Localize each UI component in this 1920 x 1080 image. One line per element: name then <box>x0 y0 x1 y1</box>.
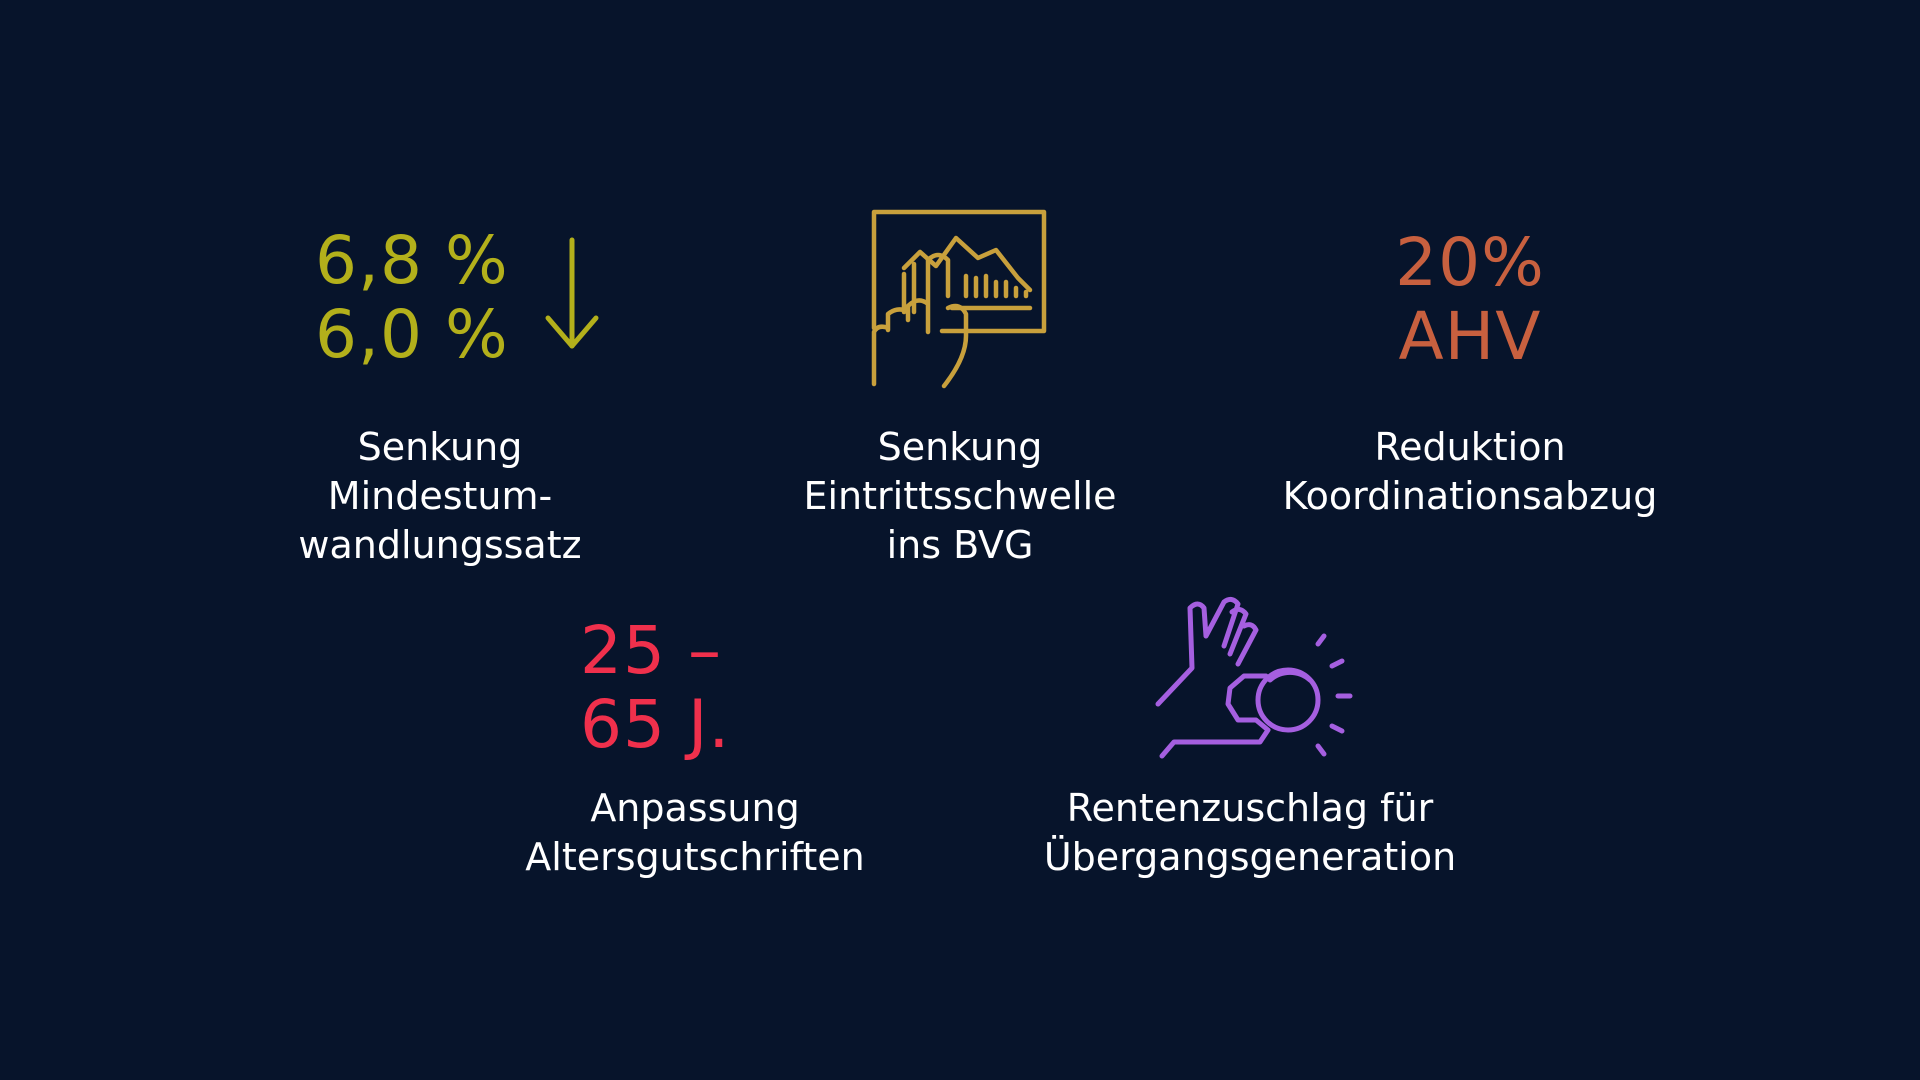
label-conversion-rate: Senkung Mindestum- wandlungssatz <box>240 423 640 570</box>
label-line: Eintrittsschwelle <box>803 474 1117 518</box>
label-line: Anpassung <box>590 786 800 830</box>
label-age-credits: Anpassung Altersgutschriften <box>495 784 895 882</box>
label-entry-threshold: Senkung Eintrittsschwelle ins BVG <box>760 423 1160 570</box>
stat-coordination-deduction: 20% AHV <box>1330 226 1610 374</box>
label-pension-supplement: Rentenzuschlag für Übergangsgeneration <box>1025 784 1475 882</box>
stat-line-old-rate: 6,8 % <box>315 222 509 299</box>
stat-line-end-age: 65 J. <box>580 686 731 763</box>
label-line: Rentenzuschlag für <box>1066 786 1434 830</box>
label-line: Altersgutschriften <box>525 835 865 879</box>
arrow-down-icon <box>545 237 599 349</box>
hand-coin-icon <box>1155 596 1353 759</box>
stat-conversion-rate: 6,8 % 6,0 % <box>315 222 509 373</box>
label-line: Mindestum- <box>327 474 553 518</box>
stat-line-new-rate: 6,0 % <box>315 296 509 373</box>
stat-line-ahv: AHV <box>1398 298 1542 375</box>
label-line: Übergangsgeneration <box>1043 835 1457 879</box>
label-line: Koordinationsabzug <box>1282 474 1658 518</box>
stat-line-percent: 20% <box>1395 224 1545 301</box>
stat-age-range: 25 – 65 J. <box>580 614 820 762</box>
stat-line-start-age: 25 – <box>580 612 722 689</box>
label-line: ins BVG <box>886 523 1034 567</box>
label-line: Senkung <box>357 425 523 469</box>
label-line: Reduktion <box>1374 425 1566 469</box>
label-line: wandlungssatz <box>298 523 582 567</box>
label-line: Senkung <box>877 425 1043 469</box>
label-coordination-deduction: Reduktion Koordinationsabzug <box>1245 423 1695 521</box>
touch-chart-icon <box>871 209 1047 389</box>
